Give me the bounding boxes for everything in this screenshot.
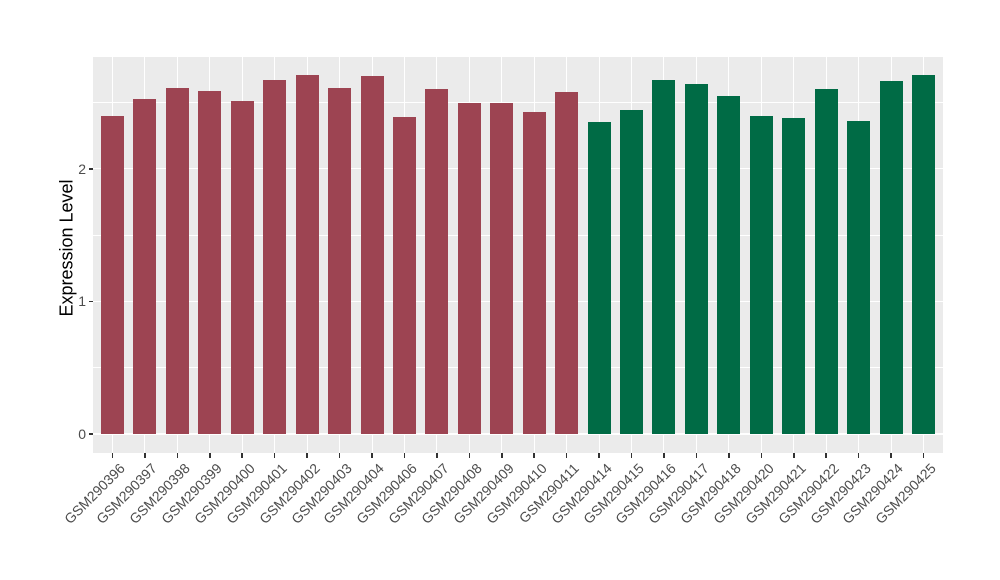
x-tick-mark — [922, 453, 925, 458]
x-tick-mark — [209, 453, 211, 458]
x-tick-mark — [728, 453, 730, 458]
bar — [165, 87, 189, 434]
bar — [912, 74, 936, 434]
y-tick-label: 1 — [78, 293, 86, 310]
x-tick-mark — [598, 453, 600, 458]
bar — [814, 89, 838, 434]
bar — [555, 91, 579, 434]
x-tick-mark — [111, 453, 114, 458]
major-gridline — [93, 168, 943, 170]
bar — [847, 121, 871, 434]
y-tick-mark — [88, 168, 93, 170]
bar — [587, 122, 611, 434]
x-tick-mark — [663, 453, 665, 458]
x-tick-mark — [760, 453, 763, 458]
x-tick-mark — [436, 453, 438, 458]
bar — [133, 98, 157, 434]
x-tick-mark — [695, 453, 698, 458]
x-tick-mark — [825, 453, 827, 458]
bar — [620, 110, 644, 434]
major-gridline — [93, 300, 943, 303]
x-tick-mark — [501, 453, 503, 458]
x-tick-mark — [565, 453, 568, 458]
x-tick-mark — [176, 453, 179, 458]
x-tick-mark — [403, 453, 406, 458]
bar — [490, 102, 514, 434]
bar — [652, 79, 676, 434]
bar — [230, 101, 254, 434]
bar — [749, 115, 773, 434]
minor-gridline — [93, 367, 943, 369]
x-tick-mark — [468, 453, 471, 458]
bar — [782, 118, 806, 434]
x-tick-mark — [890, 453, 892, 458]
x-tick-mark — [857, 453, 860, 458]
bar — [684, 83, 708, 434]
minor-gridline — [93, 102, 943, 103]
bar — [100, 115, 124, 434]
major-gridline — [93, 433, 943, 435]
bar — [360, 75, 384, 434]
bar — [717, 95, 741, 434]
bar — [457, 102, 481, 434]
x-tick-mark — [338, 453, 341, 458]
bar — [295, 74, 319, 434]
minor-gridline — [93, 234, 943, 236]
x-tick-mark — [306, 453, 308, 458]
bar — [328, 87, 352, 434]
bar — [198, 90, 222, 434]
bar — [522, 111, 546, 434]
y-tick-label: 0 — [78, 426, 86, 442]
bar — [879, 81, 903, 434]
x-tick-mark — [273, 453, 276, 458]
bar — [392, 117, 416, 434]
y-tick-label: 2 — [78, 160, 86, 177]
x-tick-mark — [793, 453, 795, 458]
x-tick-mark — [371, 453, 373, 458]
y-tick-mark — [88, 300, 93, 303]
x-tick-mark — [533, 453, 535, 458]
x-tick-mark — [144, 453, 146, 458]
x-tick-mark — [630, 453, 633, 458]
y-tick-mark — [88, 433, 93, 435]
plot-panel — [93, 57, 943, 453]
bar — [425, 89, 449, 434]
x-tick-mark — [241, 453, 243, 458]
bar — [263, 79, 287, 434]
